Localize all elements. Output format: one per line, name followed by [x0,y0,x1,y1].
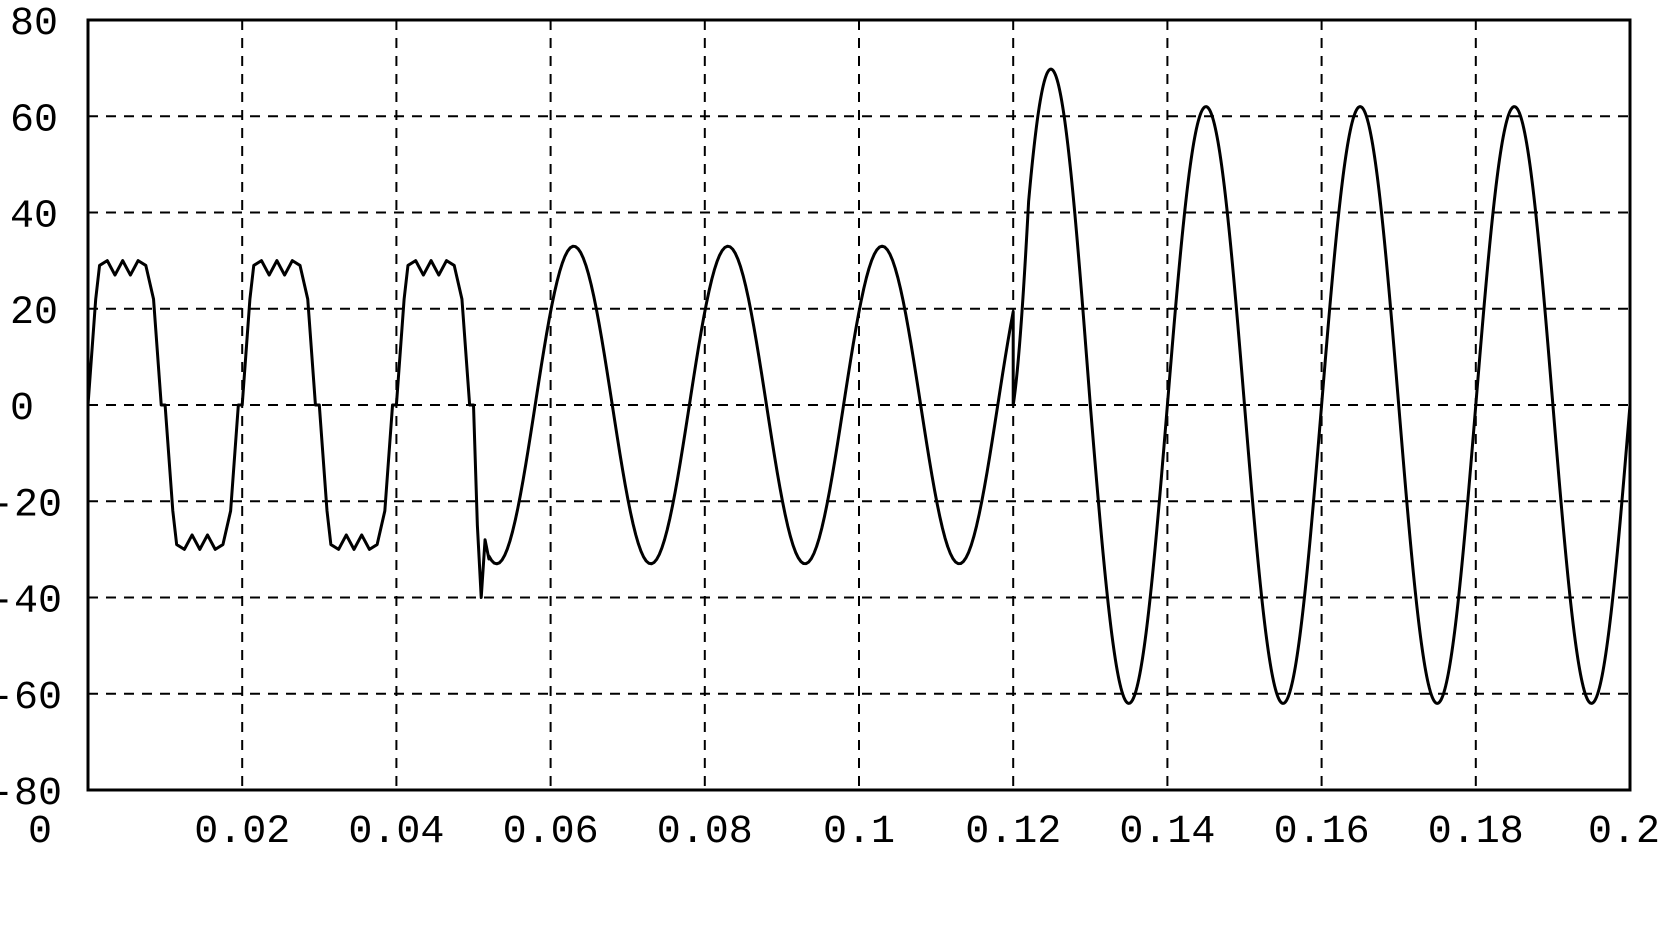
svg-text:0.14: 0.14 [1119,810,1215,855]
svg-text:0.08: 0.08 [657,810,753,855]
svg-text:-60: -60 [0,676,62,721]
svg-text:0: 0 [28,810,52,855]
svg-text:80: 80 [10,2,58,47]
svg-text:0.04: 0.04 [348,810,444,855]
svg-text:20: 20 [10,291,58,336]
svg-text:40: 40 [10,195,58,240]
svg-text:0.06: 0.06 [503,810,599,855]
svg-text:0.02: 0.02 [194,810,290,855]
svg-text:0.18: 0.18 [1428,810,1524,855]
svg-text:0.12: 0.12 [965,810,1061,855]
chart-container: -80-60-40-2002040608000.020.040.060.080.… [0,0,1668,938]
svg-text:-20: -20 [0,483,62,528]
waveform-chart: -80-60-40-2002040608000.020.040.060.080.… [0,0,1668,938]
svg-text:60: 60 [10,98,58,143]
svg-text:0: 0 [10,387,34,432]
svg-text:0.1: 0.1 [823,810,895,855]
svg-text:-40: -40 [0,580,62,625]
svg-text:0.2: 0.2 [1588,810,1660,855]
svg-text:0.16: 0.16 [1274,810,1370,855]
